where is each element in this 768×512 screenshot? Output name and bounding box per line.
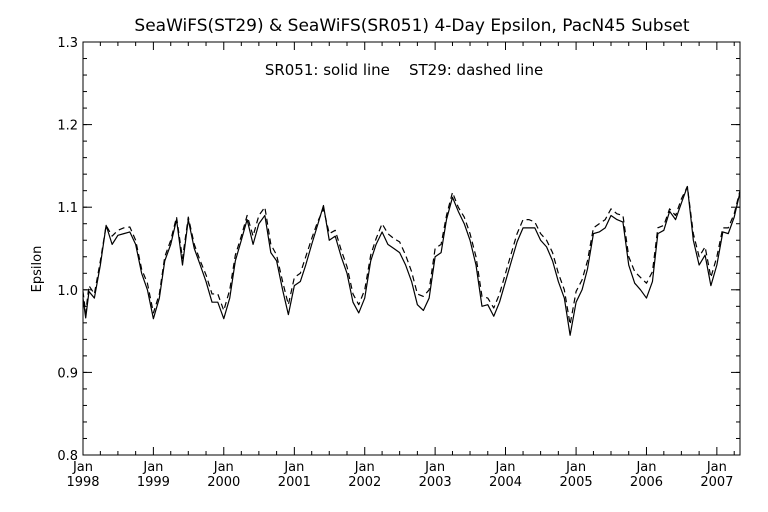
x-tick-label-year: 2005 [560,475,593,490]
y-tick-label: 1.1 [57,201,78,216]
x-tick-label-year: 2000 [207,475,240,490]
y-tick-label: 1.2 [57,119,78,134]
chart-title: SeaWiFS(ST29) & SeaWiFS(SR051) 4-Day Eps… [134,16,689,36]
series-lines [82,185,741,336]
series-line-sr051 [82,185,741,336]
x-tick-label-month: Jan [494,460,515,475]
axis-ticks: 0.80.91.01.11.21.3Jan1998Jan1999Jan2000J… [57,36,740,490]
y-axis-label: Epsilon [30,246,45,293]
x-tick-label-year: 2007 [700,475,733,490]
x-tick-label-year: 2002 [348,475,381,490]
plot-area-frame [82,41,741,456]
x-tick-label-month: Jan [142,460,163,475]
y-tick-label: 0.8 [57,449,78,464]
x-tick-label-month: Jan [213,460,234,475]
y-tick-label: 1.3 [57,36,78,51]
x-tick-label-month: Jan [706,460,727,475]
x-tick-label-month: Jan [354,460,375,475]
y-tick-label: 1.0 [57,284,78,299]
x-tick-label-month: Jan [565,460,586,475]
y-tick-label: 0.9 [57,366,78,381]
x-tick-label-month: Jan [635,460,656,475]
x-tick-label-month: Jan [424,460,445,475]
x-tick-label-year: 1999 [137,475,170,490]
x-tick-label-year: 2004 [489,475,522,490]
x-tick-label-year: 2006 [630,475,663,490]
x-tick-label-year: 2003 [419,475,452,490]
legend-annotation: SR051: solid line ST29: dashed line [265,61,543,79]
x-tick-label-month: Jan [283,460,304,475]
x-tick-label-month: Jan [72,460,93,475]
x-tick-label-year: 2001 [278,475,311,490]
series-line-st29 [82,185,741,326]
x-tick-label-year: 1998 [66,475,99,490]
